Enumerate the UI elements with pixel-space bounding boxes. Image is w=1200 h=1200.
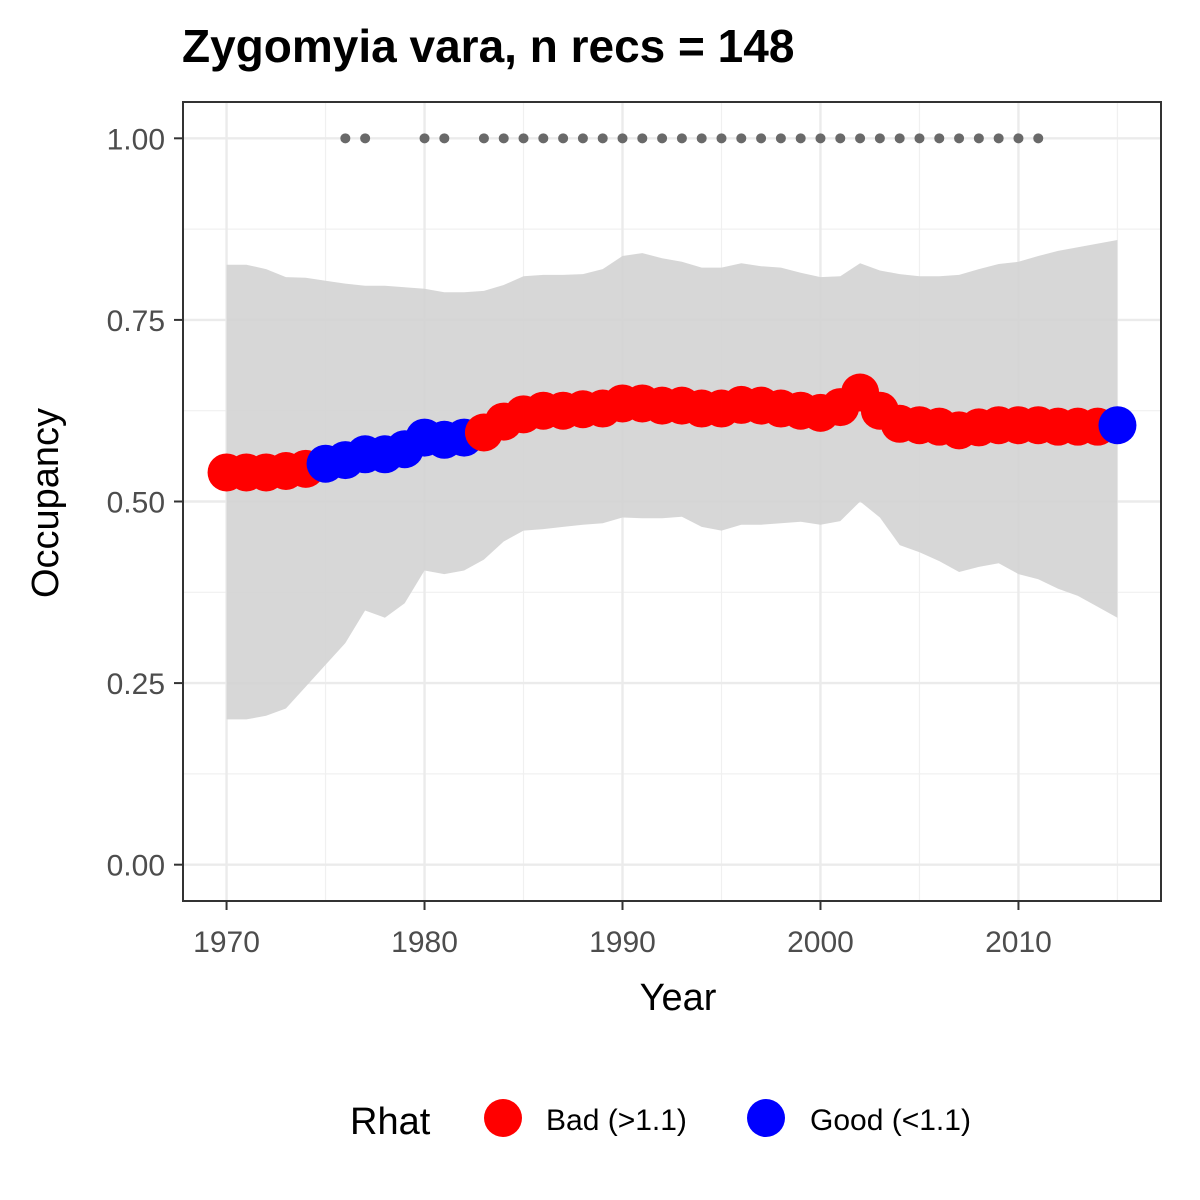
legend-label-good: Good (<1.1) <box>810 1104 971 1137</box>
record-year-dot <box>954 133 965 144</box>
legend: Rhat Bad (>1.1) Good (<1.1) <box>350 1099 971 1143</box>
legend-title: Rhat <box>350 1101 431 1143</box>
x-tick-label: 2010 <box>985 926 1052 959</box>
record-year-dot <box>439 133 450 144</box>
x-axis-title: Year <box>640 977 717 1019</box>
legend-key-good <box>747 1099 785 1137</box>
record-year-dot <box>1013 133 1024 144</box>
record-year-dot <box>676 133 687 144</box>
x-axis: 1970 1980 1990 2000 2010 <box>193 901 1052 959</box>
y-axis: 0.00 0.25 0.50 0.75 1.00 <box>107 123 183 883</box>
record-year-dot <box>815 133 826 144</box>
record-year-dot <box>577 133 588 144</box>
record-year-dot <box>558 133 569 144</box>
legend-label-bad: Bad (>1.1) <box>546 1104 687 1137</box>
record-year-dot <box>340 133 351 144</box>
y-tick-label: 0.50 <box>107 487 165 520</box>
record-year-dot <box>617 133 628 144</box>
record-year-dot <box>894 133 905 144</box>
x-tick-label: 1980 <box>391 926 458 959</box>
record-year-dot <box>1033 133 1044 144</box>
x-tick-label: 1990 <box>589 926 656 959</box>
credible-interval-layer <box>226 240 1118 720</box>
x-tick-label: 2000 <box>787 926 854 959</box>
y-tick-label: 0.25 <box>107 668 165 701</box>
record-year-dot <box>538 133 549 144</box>
record-year-dot <box>498 133 509 144</box>
chart-title: Zygomyia vara, n recs = 148 <box>182 20 794 72</box>
record-year-dot <box>478 133 489 144</box>
record-year-dot <box>637 133 648 144</box>
record-year-dot <box>696 133 707 144</box>
y-axis-title: Occupancy <box>25 408 67 598</box>
y-tick-label: 1.00 <box>107 123 165 156</box>
record-year-dot <box>914 133 925 144</box>
record-years-layer <box>340 133 1044 144</box>
record-year-dot <box>716 133 727 144</box>
record-year-dot <box>736 133 747 144</box>
record-year-dot <box>657 133 668 144</box>
record-year-dot <box>518 133 529 144</box>
record-year-dot <box>597 133 608 144</box>
record-year-dot <box>835 133 846 144</box>
record-year-dot <box>756 133 767 144</box>
legend-key-bad <box>484 1099 522 1137</box>
record-year-dot <box>419 133 430 144</box>
point-good <box>1098 406 1137 445</box>
record-year-dot <box>934 133 945 144</box>
record-year-dot <box>973 133 984 144</box>
credible-interval-ribbon <box>226 240 1118 720</box>
record-year-dot <box>775 133 786 144</box>
record-year-dot <box>360 133 371 144</box>
occupancy-points-layer <box>207 373 1137 492</box>
x-tick-label: 1970 <box>193 926 260 959</box>
record-year-dot <box>855 133 866 144</box>
record-year-dot <box>795 133 806 144</box>
record-year-dot <box>993 133 1004 144</box>
y-tick-label: 0.00 <box>107 850 165 883</box>
record-year-dot <box>874 133 885 144</box>
y-tick-label: 0.75 <box>107 305 165 338</box>
